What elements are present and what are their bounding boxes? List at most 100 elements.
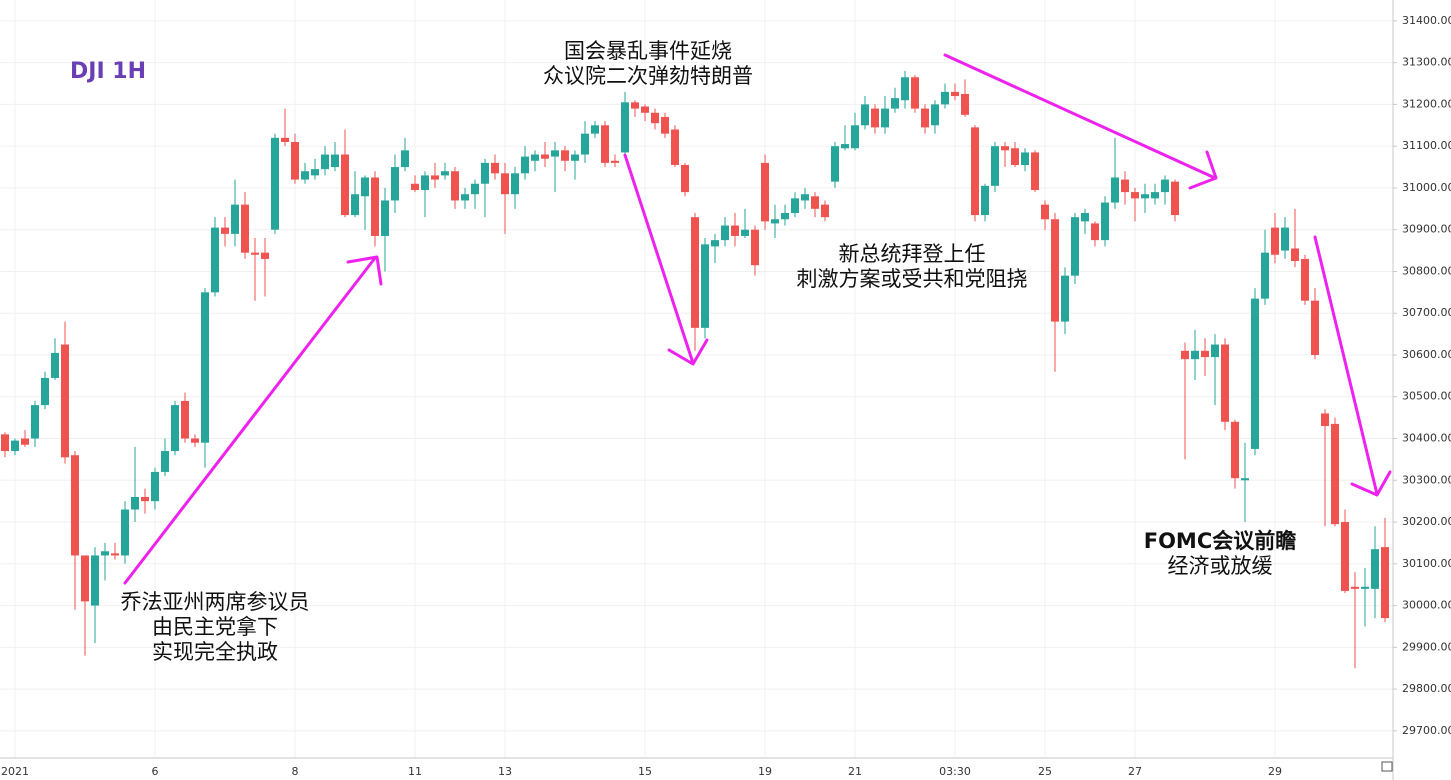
candle-body (1151, 192, 1159, 199)
candle-body (491, 162, 499, 174)
candle-body (1021, 152, 1029, 165)
candle-body (11, 440, 19, 452)
y-tick-label: 29800.00 (1402, 682, 1451, 695)
candle-body (31, 405, 39, 439)
y-tick-label: 30900.00 (1402, 223, 1451, 236)
candle-body (1361, 586, 1369, 589)
candle-body (411, 183, 419, 191)
annotation-text: 众议院二次弹劾特朗普 (543, 64, 753, 88)
candle-body (711, 240, 719, 247)
candle-body (601, 125, 609, 163)
candles (1, 70, 1389, 669)
candle-body (631, 102, 639, 109)
candle-body (51, 352, 59, 378)
candle-body (871, 108, 879, 128)
candle-body (211, 227, 219, 293)
candle-body (1291, 248, 1299, 262)
candle-body (891, 98, 899, 109)
candle-body (1081, 212, 1089, 222)
candle-body (701, 244, 709, 328)
candle-body (61, 344, 69, 458)
candle-body (1091, 223, 1099, 241)
candle-body (1181, 350, 1189, 360)
candle-body (1041, 204, 1049, 220)
candle-body (1311, 300, 1319, 355)
y-tick-label: 29700.00 (1402, 724, 1451, 737)
candle-body (1121, 179, 1129, 193)
candle-body (761, 162, 769, 222)
annotation-text: FOMC会议前瞻 (1144, 529, 1297, 553)
candle-body (141, 496, 149, 502)
candle-body (101, 551, 109, 556)
candle-body (1381, 547, 1389, 619)
candle-body (811, 196, 819, 209)
candle-body (181, 400, 189, 439)
candle-body (621, 102, 629, 153)
candle-body (1141, 194, 1149, 199)
x-tick-label: 29 (1268, 765, 1282, 778)
candle-body (521, 156, 529, 174)
candle-body (681, 164, 689, 193)
y-tick-label: 31000.00 (1402, 181, 1451, 194)
candle-body (481, 162, 489, 184)
candle-body (691, 217, 699, 328)
candle-body (1061, 275, 1069, 322)
candle-body (851, 125, 859, 149)
candle-body (451, 171, 459, 201)
candle-body (941, 91, 949, 105)
candle-body (361, 177, 369, 197)
candle-body (311, 169, 319, 176)
x-tick-label: 03:30 (939, 765, 971, 778)
candle-body (751, 229, 759, 266)
candle-body (1171, 181, 1179, 216)
candle-body (261, 252, 269, 259)
x-tick-label: 6 (152, 765, 159, 778)
candle-body (391, 167, 399, 201)
candle-body (81, 555, 89, 602)
candle-body (1271, 227, 1279, 255)
candle-body (991, 146, 999, 186)
candle-body (321, 154, 329, 170)
candle-body (1131, 192, 1139, 199)
y-tick-label: 29900.00 (1402, 640, 1451, 653)
arrow-head (667, 338, 709, 366)
candle-body (1251, 298, 1259, 449)
candle-body (1031, 152, 1039, 191)
candle-body (641, 106, 649, 113)
candle-body (1071, 217, 1079, 276)
candle-body (1101, 202, 1109, 241)
candle-body (921, 108, 929, 128)
candle-body (381, 200, 389, 236)
candle-body (131, 496, 139, 510)
candle-body (41, 377, 49, 406)
candle-body (901, 77, 909, 101)
x-tick-label: 25 (1038, 765, 1052, 778)
y-tick-label: 30200.00 (1402, 515, 1451, 528)
arrow (943, 53, 1217, 180)
candle-body (111, 553, 119, 556)
candle-body (611, 160, 619, 163)
arrow-head (1350, 470, 1392, 497)
y-tick-label: 31300.00 (1402, 56, 1451, 69)
x-tick-label: 11 (408, 765, 422, 778)
candle-body (251, 252, 259, 255)
y-tick-label: 30300.00 (1402, 473, 1451, 486)
candle-body (731, 225, 739, 236)
candle-body (1371, 549, 1379, 589)
chart-title: DJI 1H (70, 59, 146, 84)
candle-body (1341, 522, 1349, 591)
annotation-text: 经济或放缓 (1168, 554, 1273, 578)
annotation-text: 由民主党拿下 (152, 615, 278, 639)
annotation-text: 实现完全执政 (152, 640, 278, 664)
y-tick-label: 30000.00 (1402, 599, 1451, 612)
candle-body (1301, 258, 1309, 301)
candle-body (191, 438, 199, 443)
candle-body (1221, 344, 1229, 422)
annotation-text: 刺激方案或受共和党阻挠 (797, 267, 1028, 291)
y-tick-label: 30600.00 (1402, 348, 1451, 361)
candle-body (1201, 350, 1209, 358)
arrow (623, 153, 695, 365)
